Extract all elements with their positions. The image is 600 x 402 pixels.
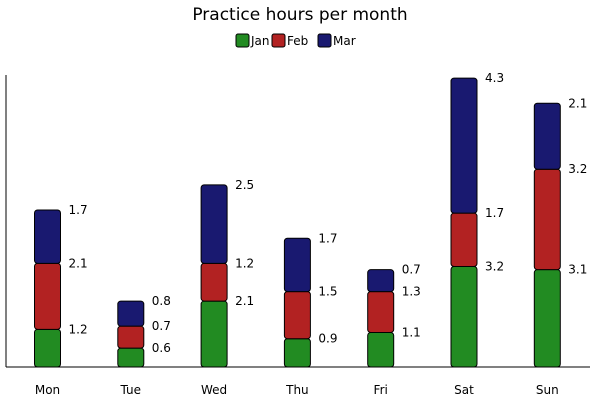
x-tick-label-mon: Mon: [35, 383, 60, 397]
data-label-fri-feb: 1.3: [402, 285, 421, 299]
data-label-thu-jan: 0.9: [318, 332, 337, 346]
legend-swatch-feb: [271, 33, 286, 48]
data-label-fri-jan: 1.1: [402, 325, 421, 339]
bar-thu-jan: [283, 338, 311, 368]
bar-mon-mar: [34, 209, 61, 264]
x-tick-label-sat: Sat: [454, 383, 474, 397]
legend-label-mar: Mar: [333, 34, 356, 48]
data-label-sat-mar: 4.3: [485, 71, 504, 85]
x-tick-label-tue: Tue: [120, 383, 142, 397]
x-tick-labels: Mon Tue Wed Thu Fri Sat Sun: [35, 383, 559, 397]
data-label-sat-feb: 1.7: [485, 206, 504, 220]
data-label-mon-feb: 2.1: [69, 256, 88, 270]
bar-sat-feb: [450, 212, 478, 268]
bar-mon-feb: [34, 262, 61, 330]
x-tick-label-fri: Fri: [374, 383, 388, 397]
bar-mon-jan: [34, 328, 61, 368]
data-label-tue-jan: 0.6: [152, 341, 171, 355]
legend-label-jan: Jan: [250, 34, 270, 48]
data-label-wed-jan: 2.1: [235, 294, 254, 308]
data-label-thu-mar: 1.7: [318, 231, 337, 245]
bar-wed-jan: [200, 300, 228, 368]
bar-fri-jan: [367, 331, 395, 368]
data-label-thu-feb: 1.5: [318, 285, 337, 299]
bar-wed-feb: [200, 262, 228, 302]
bar-sun-mar: [533, 102, 561, 170]
bar-sun-feb: [533, 168, 561, 271]
legend-label-feb: Feb: [287, 34, 308, 48]
legend: Jan Feb Mar: [235, 33, 356, 48]
bar-tue-mar: [117, 300, 145, 327]
bar-sun-jan: [533, 269, 561, 368]
data-label-sun-mar: 2.1: [568, 96, 587, 110]
bar-sat-jan: [450, 266, 478, 368]
x-tick-label-thu: Thu: [285, 383, 309, 397]
bar-sat-mar: [450, 77, 478, 214]
x-tick-label-wed: Wed: [201, 383, 227, 397]
data-label-fri-mar: 0.7: [402, 263, 421, 277]
data-label-tue-mar: 0.8: [152, 294, 171, 308]
bar-fri-feb: [367, 291, 395, 333]
data-label-sun-feb: 3.2: [568, 162, 587, 176]
data-label-tue-feb: 0.7: [152, 319, 171, 333]
bar-tue-jan: [117, 347, 145, 368]
bars-group: [34, 77, 561, 368]
legend-swatch-mar: [317, 33, 332, 48]
legend-swatch-jan: [235, 33, 250, 48]
x-tick-label-sun: Sun: [536, 383, 559, 397]
data-label-wed-mar: 2.5: [235, 178, 254, 192]
chart-title: Practice hours per month: [192, 5, 407, 25]
bar-thu-mar: [283, 237, 311, 293]
bar-tue-feb: [117, 325, 145, 349]
data-labels-group: 1.2 2.1 1.7 0.6 0.7 0.8 2.1 1.2 2.5 0.9 1.5 1.7 1.1 1…: [69, 71, 588, 355]
data-label-mon-jan: 1.2: [69, 322, 88, 336]
data-label-wed-feb: 1.2: [235, 256, 254, 270]
bar-thu-feb: [283, 291, 311, 340]
data-label-sun-jan: 3.1: [568, 263, 587, 277]
data-label-mon-mar: 1.7: [69, 203, 88, 217]
bar-fri-mar: [367, 269, 395, 293]
bar-wed-mar: [200, 184, 228, 264]
data-label-sat-jan: 3.2: [485, 260, 504, 274]
